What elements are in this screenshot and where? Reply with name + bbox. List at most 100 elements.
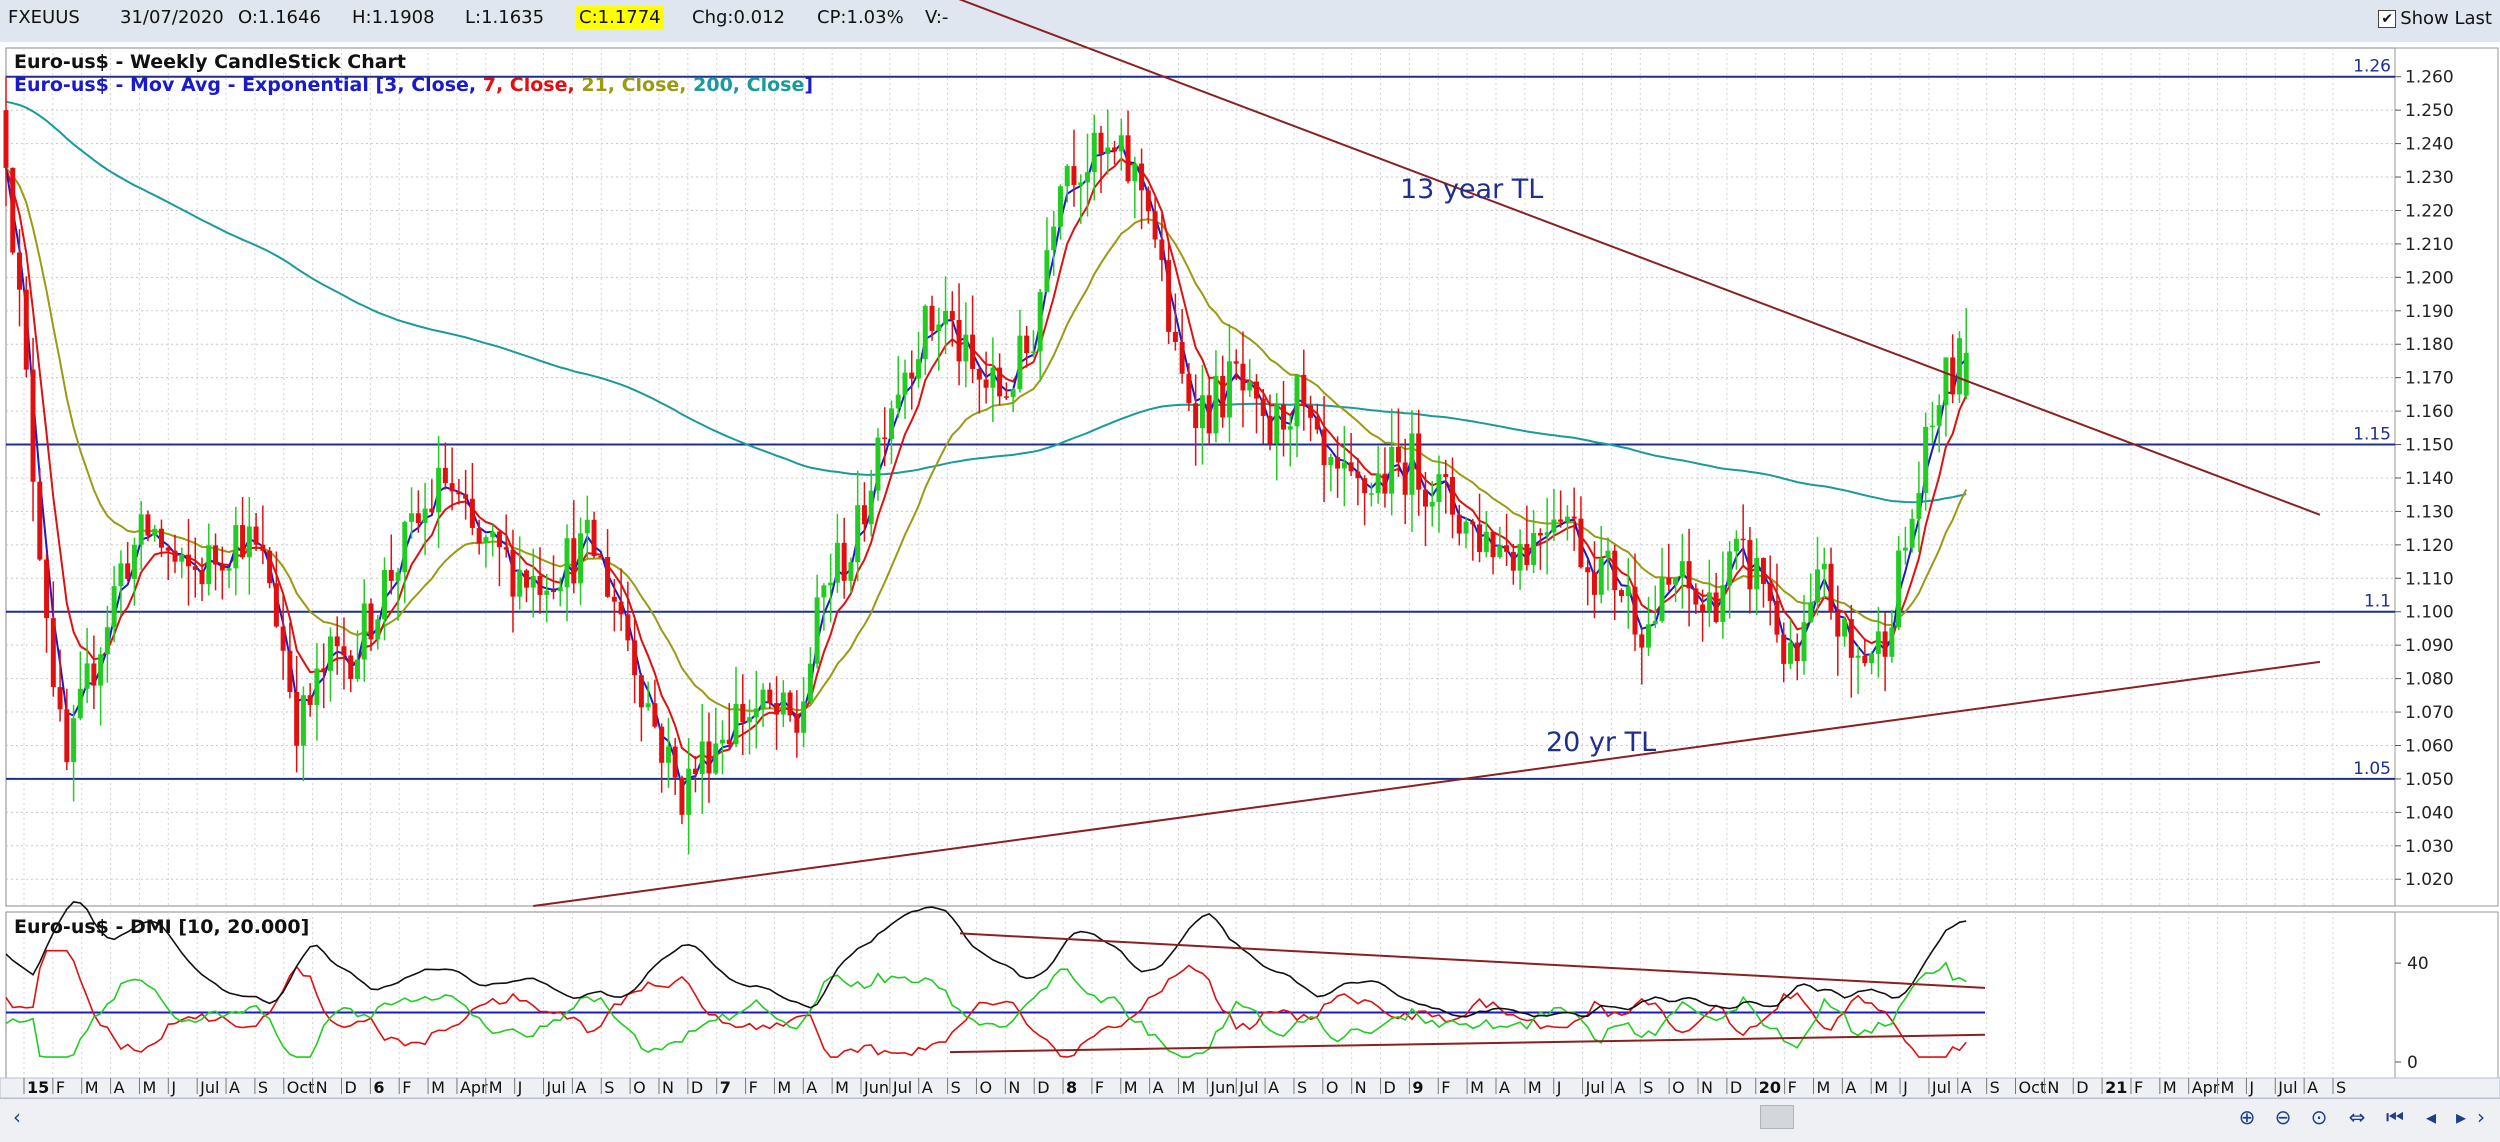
candle [1794, 633, 1800, 681]
candle-body [909, 372, 915, 379]
first-page-icon[interactable]: ⏮ [2386, 1105, 2404, 1129]
candle [158, 519, 164, 558]
candle-body [206, 545, 212, 585]
candle-body [1044, 250, 1050, 293]
candle-body [1348, 462, 1354, 472]
candle-body [868, 490, 874, 525]
x-tick-label: 6 [373, 1078, 384, 1097]
candle [719, 720, 725, 775]
candle [814, 574, 820, 669]
y-tick-label: 1.050 [2405, 770, 2454, 790]
candle-body [307, 695, 313, 705]
candle [300, 686, 306, 782]
x-tick-label: M [1182, 1078, 1196, 1097]
prev-page-icon[interactable]: ◂ [2425, 1105, 2437, 1129]
candle-body [1213, 375, 1219, 434]
candle [1308, 395, 1314, 442]
x-tick-label: J [1902, 1078, 1908, 1097]
candle [1929, 401, 1935, 444]
scroll-right-icon[interactable]: › [2477, 1105, 2485, 1129]
x-tick-label: A [1268, 1078, 1279, 1097]
candle [1815, 536, 1821, 616]
candle [1760, 557, 1766, 608]
candle [1341, 425, 1347, 507]
candle-body [740, 704, 746, 723]
candle [1956, 331, 1962, 403]
candle-body [679, 777, 685, 815]
candle [1781, 622, 1787, 683]
zoom-reset-icon[interactable]: ⊙ [2310, 1105, 2328, 1129]
candle [868, 470, 874, 537]
candle [1030, 330, 1036, 358]
candle-body [1646, 624, 1652, 648]
candle-body [1524, 543, 1530, 566]
candle-body [1936, 405, 1942, 426]
candle [888, 400, 894, 464]
x-tick-label: M [1816, 1078, 1830, 1097]
dmi-plus-line [5, 961, 1967, 1058]
expand-icon[interactable]: ⇔ [2348, 1105, 2366, 1129]
x-tick-label: 20 [1759, 1078, 1781, 1097]
y-tick-label: 1.100 [2405, 603, 2454, 623]
candle [970, 295, 976, 384]
zoom-in-icon[interactable]: ⊕ [2238, 1105, 2256, 1129]
candle [1226, 324, 1232, 443]
candle-body [348, 655, 354, 679]
x-tick-label: 7 [720, 1078, 731, 1097]
candle [1382, 447, 1388, 508]
candle [1828, 547, 1834, 620]
candle-body [591, 519, 597, 557]
candle [1172, 293, 1178, 351]
candle [77, 651, 83, 721]
scroll-left-icon[interactable]: ‹ [13, 1105, 21, 1129]
candle [23, 276, 29, 378]
y-tick-label: 1.170 [2405, 369, 2454, 389]
x-tick-label: O [1672, 1078, 1685, 1097]
candle-body [321, 668, 327, 671]
candle [57, 649, 63, 722]
x-tick-label: M [2221, 1078, 2235, 1097]
candle-body [1801, 622, 1807, 662]
x-tick-label: A [1499, 1078, 1510, 1097]
candle-body [733, 704, 739, 745]
candle-body [1591, 572, 1597, 595]
candle [314, 643, 320, 741]
candle [1037, 288, 1043, 382]
candle-body [902, 372, 908, 395]
x-tick-label: F [2134, 1078, 2143, 1097]
candle [807, 647, 813, 705]
x-tick-label: A [114, 1078, 125, 1097]
candle [1801, 594, 1807, 675]
candle-body [1057, 186, 1063, 227]
bottom-scrollbar[interactable]: ‹ › ⊕ ⊖ ⊙ ⇔ ⏮ ◂ ▸ [0, 1098, 2500, 1142]
open-text: O:1.1646 [238, 7, 321, 28]
y-tick-label: 1.240 [2405, 135, 2454, 155]
candle [1808, 573, 1814, 623]
candle [294, 655, 300, 773]
candle-body [1375, 473, 1381, 494]
candle-body [1598, 558, 1604, 595]
scrollbar-thumb[interactable] [1760, 1105, 1794, 1129]
candle-body [807, 663, 813, 702]
zoom-out-icon[interactable]: ⊖ [2274, 1105, 2292, 1129]
checkbox-icon[interactable]: ✔ [2378, 9, 2397, 28]
show-last-toggle[interactable]: ✔ Show Last [2378, 8, 2492, 29]
candle-body [104, 627, 110, 655]
candle [936, 307, 942, 371]
candle-body [1051, 226, 1057, 251]
candle-body [1517, 543, 1523, 571]
candle [1132, 156, 1138, 219]
candle-body [422, 508, 428, 524]
x-tick-label: A [575, 1078, 586, 1097]
low-text: L:1.1635 [465, 7, 545, 28]
candle [1085, 133, 1091, 217]
candle-body [1618, 590, 1624, 596]
candle [463, 469, 469, 520]
candle-body [273, 583, 279, 627]
candle [598, 553, 604, 558]
candle-body [436, 467, 442, 513]
x-tick-label: S [258, 1078, 268, 1097]
next-page-icon[interactable]: ▸ [2455, 1105, 2467, 1129]
candle [1057, 184, 1063, 240]
